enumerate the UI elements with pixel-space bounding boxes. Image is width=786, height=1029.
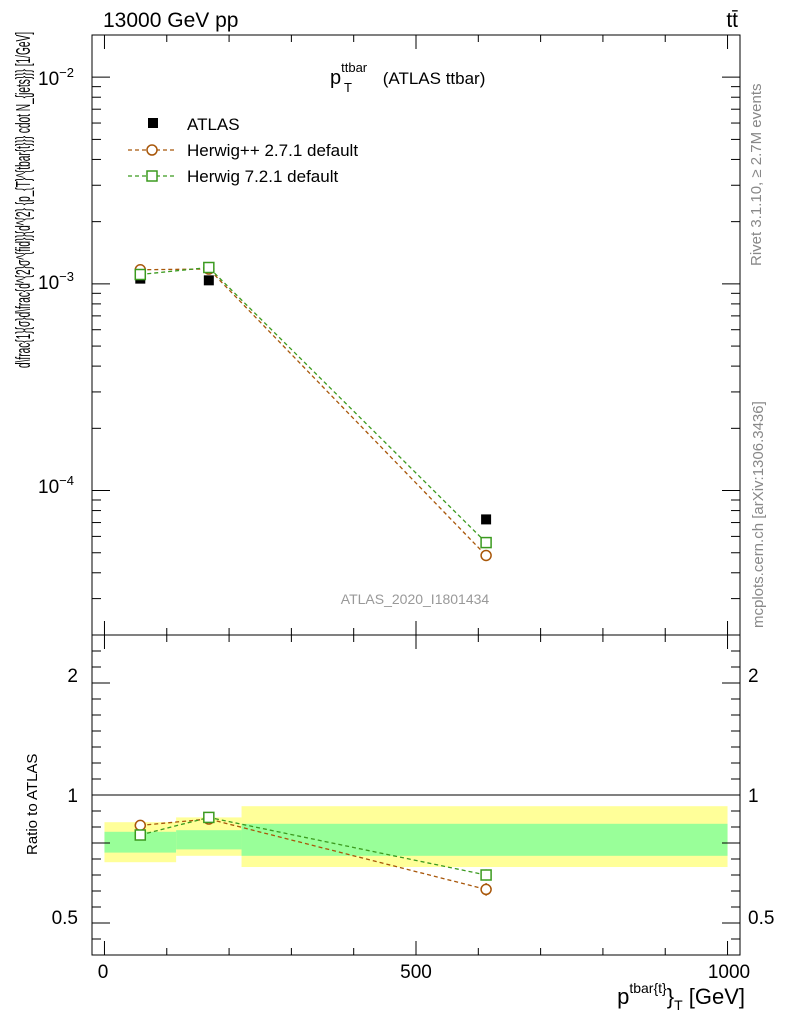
main-y-axis-label: d\frac{1}{σ}d\frac{d^{2}σ^{fid}}{d^{2} {… xyxy=(13,32,35,368)
x-axis-label-mid: } xyxy=(667,984,674,1009)
x-axis-label-sup: tbar{t} xyxy=(629,980,667,996)
ratio-y-axis-label: Ratio to ATLAS xyxy=(24,754,41,855)
ratio-stat-band-2 xyxy=(241,823,728,856)
main-data-point xyxy=(480,549,492,562)
title-sub: T xyxy=(344,80,352,95)
ratio-data-point xyxy=(203,811,215,824)
header-process-label: 13000 GeV pp xyxy=(103,9,238,32)
title-main: p xyxy=(330,67,341,89)
ytick-label-main-2-exp: −3 xyxy=(59,269,74,284)
ratio-ytick-label-right-2: 2 xyxy=(748,666,759,687)
header-final-state-label: tt̄ xyxy=(726,9,738,32)
main-data-point xyxy=(134,268,147,281)
ratio-data-point xyxy=(134,829,147,841)
ratio-ytick-label-0: 0.5 xyxy=(52,908,78,929)
analysis-id-label: ATLAS_2020_I1801434 xyxy=(341,591,490,607)
ytick-label-main-1-exp: −4 xyxy=(59,473,74,488)
main-data-point xyxy=(203,275,214,286)
legend-marker-herwig7 xyxy=(146,170,158,182)
ytick-label-main-2: 10−3 xyxy=(38,269,74,294)
main-series-line xyxy=(140,268,487,556)
ratio-stat-band-0 xyxy=(104,831,177,853)
ratio-stat-band-1 xyxy=(176,830,242,850)
x-axis-label-suffix: [GeV] xyxy=(683,984,745,1009)
mcplots-label: mcplots.cern.ch [arXiv:1306.3436] xyxy=(750,401,767,628)
rivet-label: Rivet 3.1.10, ≥ 2.7M events xyxy=(748,84,765,267)
title-suffix: (ATLAS ttbar) xyxy=(378,69,485,88)
legend-marker-atlas xyxy=(148,118,158,128)
main-y-axis-label-text: d\frac{1}{σ}d\frac{d^{2}σ^{fid}}{d^{2} {… xyxy=(13,32,35,368)
ytick-label-main-3: 10−2 xyxy=(38,65,74,90)
main-data-point xyxy=(203,261,215,274)
ytick-label-main-3-exp: −2 xyxy=(59,65,74,80)
x-axis-label-sub: T xyxy=(674,997,683,1013)
ratio-ytick-label-right-0: 0.5 xyxy=(748,908,774,929)
title-sup: ttbar xyxy=(341,60,368,75)
ratio-ytick-label-right-1: 1 xyxy=(748,786,759,807)
main-data-point xyxy=(480,536,492,549)
ratio-data-point xyxy=(134,819,147,832)
legend-label-herwigpp: Herwig++ 2.7.1 default xyxy=(187,141,358,160)
axis-ticks xyxy=(92,35,740,955)
main-plot-title: pttbar T (ATLAS ttbar) xyxy=(330,60,485,95)
xtick-label-0: 0 xyxy=(98,962,109,983)
legend-label-herwig7: Herwig 7.2.1 default xyxy=(187,167,338,186)
legend-label-atlas: ATLAS xyxy=(187,115,240,134)
ratio-series-line xyxy=(140,818,487,891)
x-axis-label: ptbar{t}}T [GeV] xyxy=(617,980,745,1013)
ratio-ytick-label-1: 1 xyxy=(67,786,78,807)
data-marks xyxy=(134,261,492,896)
ratio-data-point xyxy=(480,883,492,896)
x-axis-label-main: p xyxy=(617,984,629,1009)
ratio-data-point xyxy=(480,869,492,881)
legend: ATLAS Herwig++ 2.7.1 default Herwig 7.2.… xyxy=(128,115,358,186)
ytick-label-main-1: 10−4 xyxy=(38,473,74,498)
main-series-line xyxy=(140,266,487,544)
ratio-ytick-label-2: 2 xyxy=(67,666,78,687)
main-data-point xyxy=(481,514,492,525)
xtick-label-2: 1000 xyxy=(708,962,750,983)
xtick-label-1: 500 xyxy=(400,962,432,983)
ratio-uncertainty-bands xyxy=(104,806,728,867)
legend-marker-herwigpp xyxy=(146,144,158,156)
